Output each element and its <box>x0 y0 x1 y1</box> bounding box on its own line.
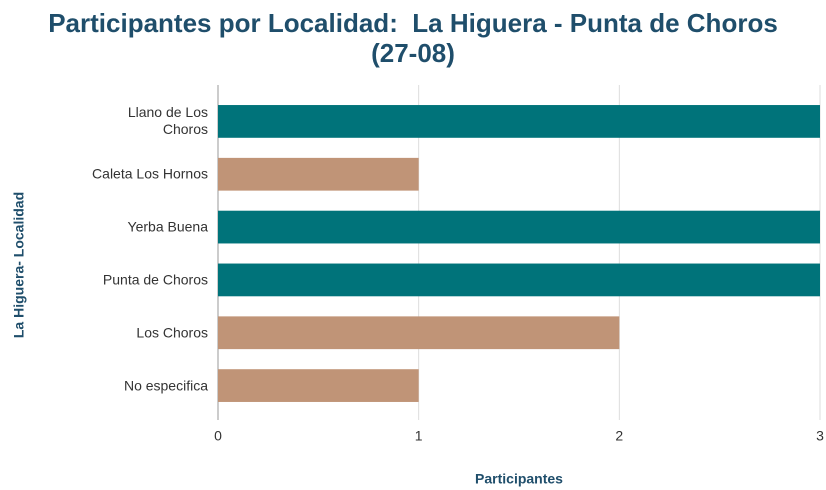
bar <box>218 157 419 191</box>
y-tick-label: No especifica <box>123 377 208 394</box>
y-tick-label: Los Choros <box>136 324 208 341</box>
x-tick-label: 3 <box>816 428 824 444</box>
x-tick-label: 0 <box>214 428 222 444</box>
bar <box>218 369 419 402</box>
y-tick-label: Punta de Choros <box>102 271 208 288</box>
y-tick-label: Caleta Los Hornos <box>92 165 208 182</box>
x-tick-label: 2 <box>615 428 623 444</box>
bar <box>218 210 820 244</box>
bar <box>218 263 820 297</box>
x-tick-label: 1 <box>415 428 423 444</box>
bar <box>218 105 820 138</box>
x-axis-label: Participantes <box>475 471 563 487</box>
y-tick-label: Yerba Buena <box>127 218 208 235</box>
y-tick-label: Llano de Los Choros <box>127 104 208 138</box>
chart-title: Participantes por Localidad: La Higuera … <box>48 8 786 68</box>
bar <box>218 316 620 350</box>
y-axis-label: La Higuera- Localidad <box>11 192 27 338</box>
